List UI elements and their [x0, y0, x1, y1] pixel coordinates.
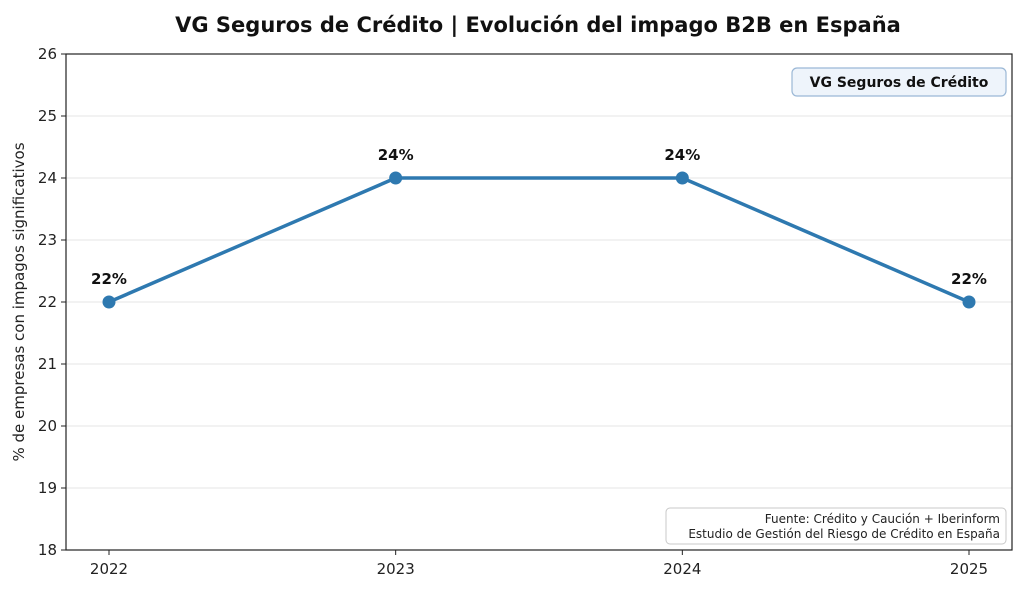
brand-badge-box	[791, 67, 1007, 97]
x-tick-label: 2023	[377, 560, 415, 578]
x-axis-ticks: 2022 2023 2024 2025	[90, 550, 988, 578]
x-tick-label: 2024	[663, 560, 701, 578]
data-label: 24%	[378, 146, 414, 164]
source-line-1: Fuente: Crédito y Caución + Iberinform	[765, 512, 1000, 526]
y-tick-label: 25	[38, 107, 57, 125]
chart-title: VG Seguros de Crédito | Evolución del im…	[175, 13, 901, 38]
data-label: 24%	[664, 146, 700, 164]
brand-badge: VG Seguros de Crédito	[791, 67, 1007, 97]
y-tick-label: 18	[38, 541, 57, 559]
y-axis-label: % de empresas con impagos significativos	[10, 142, 28, 461]
x-tick-label: 2022	[90, 560, 128, 578]
y-axis-ticks: 18 19 20 21 22 23 24 25 26	[38, 45, 66, 559]
y-tick-label: 24	[38, 169, 57, 187]
series-line	[107, 176, 971, 304]
source-line-2: Estudio de Gestión del Riesgo de Crédito…	[688, 527, 1000, 541]
y-tick-label: 26	[38, 45, 57, 63]
data-point	[389, 171, 403, 185]
y-tick-label: 21	[38, 355, 57, 373]
data-point	[675, 171, 689, 185]
y-tick-label: 22	[38, 293, 57, 311]
y-tick-label: 23	[38, 231, 57, 249]
brand-badge-text: VG Seguros de Crédito	[810, 75, 989, 91]
y-tick-label: 20	[38, 417, 57, 435]
data-point	[962, 295, 976, 309]
series-group: 22% 24% 24% 22%	[91, 146, 987, 309]
x-tick-label: 2025	[950, 560, 988, 578]
data-label: 22%	[91, 270, 127, 288]
data-point	[102, 295, 116, 309]
data-label: 22%	[951, 270, 987, 288]
y-tick-label: 19	[38, 479, 57, 497]
gridlines	[66, 115, 1012, 489]
source-note-box	[665, 507, 1007, 545]
source-note: Fuente: Crédito y Caución + Iberinform E…	[665, 507, 1007, 545]
